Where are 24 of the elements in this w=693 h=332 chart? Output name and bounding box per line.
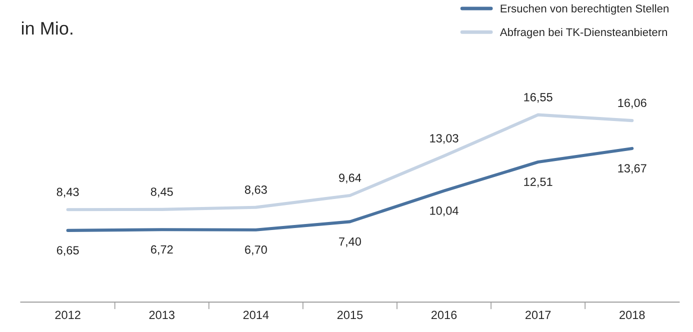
x-tick-label: 2015 — [337, 310, 363, 320]
data-label: 6,70 — [245, 246, 267, 256]
x-tick-label: 2013 — [149, 310, 174, 320]
data-label: 8,45 — [150, 188, 173, 198]
x-tick-label: 2017 — [526, 310, 551, 320]
data-label: 9,64 — [339, 174, 362, 184]
data-label: 7,40 — [339, 237, 361, 248]
y-axis-title: in Mio. — [22, 21, 72, 35]
data-label: 10,04 — [430, 206, 458, 216]
x-tick-label: 2012 — [55, 310, 80, 320]
x-tick-label: 2016 — [431, 310, 457, 320]
data-label: 8,63 — [244, 185, 267, 196]
data-label: 13,03 — [430, 134, 458, 144]
data-label: 8,43 — [56, 188, 79, 198]
data-label: 12,51 — [524, 178, 552, 188]
legend-label: Ersuchen von berechtigten Stellen — [500, 4, 668, 15]
legend-label: Abfragen bei TK-Diensteanbietern — [500, 28, 667, 38]
data-label: 6,65 — [56, 246, 79, 256]
x-tick-label: 2018 — [620, 310, 645, 320]
data-label: 6,72 — [150, 245, 173, 256]
data-label: 16,55 — [524, 92, 552, 103]
data-label: 13,67 — [618, 164, 646, 174]
x-tick-label: 2014 — [243, 310, 269, 320]
data-label: 16,06 — [618, 98, 646, 108]
